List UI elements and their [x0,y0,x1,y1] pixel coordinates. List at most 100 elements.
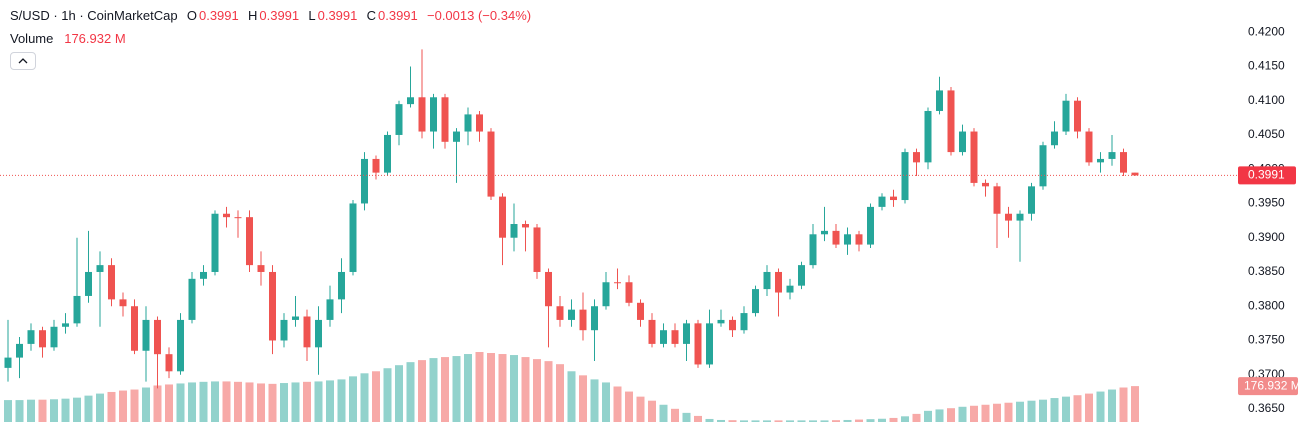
candle-body [384,134,391,173]
candle-body [223,213,230,218]
volume-bar [487,353,495,422]
volume-bar [73,397,81,422]
volume-bar [498,354,507,422]
volume-bar [1096,391,1105,422]
candle-body [683,323,690,344]
candle-body [545,271,552,307]
volume-bar [130,389,139,422]
y-tick-label: 0.4150 [1248,59,1285,73]
change: −0.0013 (−0.34%) [427,8,532,23]
candle-body [970,131,978,183]
candle-body [1108,152,1116,159]
volume-bar [326,380,334,422]
candle-body [280,319,288,341]
candle-body [16,343,23,358]
volume-bar [61,398,70,422]
candle-body [395,104,403,135]
volume-bar [199,381,208,422]
candle-body [119,299,127,307]
volume-bar [740,420,748,422]
volume-bar [176,383,185,422]
candle-body [706,323,713,365]
candle-body [27,330,35,344]
candle-body [993,186,1001,214]
candle-body [4,357,12,368]
candle-body [556,306,564,320]
volume-bar [372,371,380,422]
ohlc-label: C [366,8,376,23]
volume-bar [1108,389,1116,422]
legend-header: S/USD · 1h · CoinMarketCap O 0.3991 H 0.39… [10,8,533,23]
volume-bar [50,399,58,422]
candle-body [154,319,161,355]
candle-body [407,97,414,105]
ohlc-value: 0.3991 [317,8,358,23]
candle-body [533,227,541,272]
candle-body [729,319,736,331]
candle-body [890,196,897,201]
candle-body [522,224,529,228]
volume-bar [866,419,875,422]
volume-bar [84,395,93,422]
volume-bar [268,383,277,422]
volume-bar [119,390,127,422]
candle-body [1062,100,1070,132]
candle-body [1120,152,1127,173]
candle-body [1028,186,1035,214]
y-tick-label: 0.3750 [1248,333,1285,347]
volume-bar [625,391,633,422]
candle-body [292,316,299,320]
volume-bar [521,357,530,422]
volume-bar [383,368,392,422]
volume-bar [970,405,978,422]
volume-bar [211,381,219,422]
candle-body [361,158,368,204]
volume-bar [1004,402,1013,422]
candle-body [671,330,679,344]
collapse-button[interactable] [10,52,36,70]
candle-body [579,309,587,331]
candle-body [108,265,115,300]
volume-legend: Volume 176.932 M [10,31,126,46]
candle-body [200,271,207,279]
volume-bar [153,385,162,422]
volume-bar [337,379,346,422]
volume-bar [4,400,12,422]
last-volume-label: 176.932 M [1244,378,1300,392]
volume-bar [1073,395,1082,422]
candle-body [464,114,472,132]
y-tick-label: 0.3850 [1248,264,1285,278]
candle-body [177,319,184,372]
volume-bar [464,354,472,422]
candle-body [453,131,460,142]
volume-bar [671,408,679,422]
volume-bar [142,387,150,422]
y-tick-label: 0.3900 [1248,230,1285,244]
candle-body [959,131,966,153]
candle-body [763,271,771,290]
volume-bar [1039,399,1047,422]
volume-bar [602,382,610,422]
candle-body [62,323,69,327]
volume-bar [613,386,622,422]
candle-body [775,271,782,293]
candle-body [315,319,322,348]
volume-bar [878,418,886,422]
candle-body [234,217,242,219]
candle-body [257,265,265,272]
candle-body [85,271,92,296]
volume-bar [728,420,737,422]
last-price-label: 0.3991 [1248,168,1285,182]
candle-body [568,309,575,320]
candle-body [510,224,518,238]
volume-bar [360,373,369,422]
volume-bar [648,400,656,422]
candle-body [1016,213,1024,221]
candle-body [740,313,748,331]
volume-bar [659,404,668,422]
ohlc-label: O [186,8,197,23]
volume-bar [1131,386,1139,422]
volume-bar [222,381,231,422]
volume-bar [556,364,564,422]
